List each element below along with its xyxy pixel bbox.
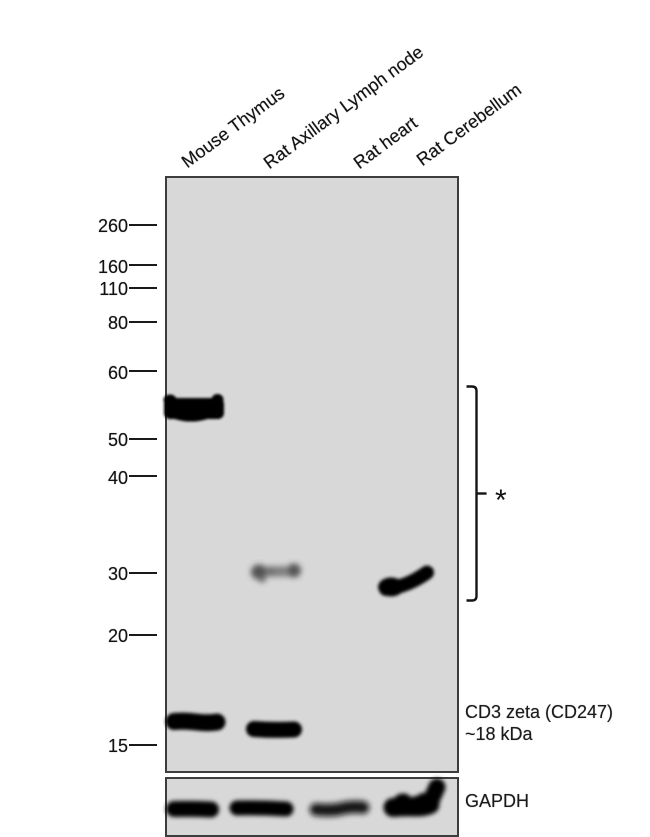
svg-text:*: *: [495, 484, 507, 517]
